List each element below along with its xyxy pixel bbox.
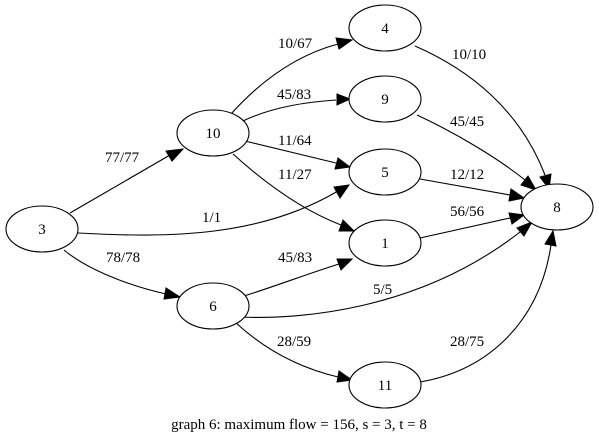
edge-1-8: 56/56 xyxy=(419,204,526,239)
node-1: 1 xyxy=(348,219,422,267)
edge-label-6-11: 28/59 xyxy=(277,334,311,350)
edge-label-1-8: 56/56 xyxy=(450,204,485,220)
edge-label-3-5: 1/1 xyxy=(202,210,221,226)
edge-label-11-8: 28/75 xyxy=(450,334,484,350)
node-label-6: 6 xyxy=(209,299,217,315)
edge-label-3-6: 78/78 xyxy=(106,250,140,266)
edge-label-5-8: 12/12 xyxy=(450,167,484,183)
edge-3-6: 78/78 xyxy=(63,249,182,300)
node-5: 5 xyxy=(348,148,422,196)
edge-label-6-8: 5/5 xyxy=(373,282,392,298)
edge-11-8: 28/75 xyxy=(419,229,557,383)
edge-10-4: 10/67 xyxy=(230,36,354,115)
node-label-9: 9 xyxy=(381,92,389,108)
edge-label-10-9: 45/83 xyxy=(277,87,311,103)
edge-10-9: 45/83 xyxy=(242,87,352,122)
node-label-4: 4 xyxy=(381,21,389,37)
edge-label-4-8: 10/10 xyxy=(452,47,486,63)
edge-label-10-4: 10/67 xyxy=(278,36,313,52)
edge-3-5: 1/1 xyxy=(77,184,351,236)
node-8: 8 xyxy=(520,183,594,231)
node-label-3: 3 xyxy=(38,222,46,238)
node-label-10: 10 xyxy=(206,126,221,142)
edge-6-8: 5/5 xyxy=(238,221,534,318)
node-3: 3 xyxy=(5,205,79,253)
edge-4-8: 10/10 xyxy=(414,45,552,191)
edge-label-10-1: 11/27 xyxy=(278,167,312,183)
node-label-8: 8 xyxy=(553,200,561,216)
graph-caption: graph 6: maximum flow = 156, s = 3, t = … xyxy=(171,417,427,433)
node-label-1: 1 xyxy=(381,236,389,252)
edge-label-6-1: 45/83 xyxy=(278,250,312,266)
node-label-5: 5 xyxy=(381,165,389,181)
node-label-11: 11 xyxy=(378,378,392,394)
edge-label-3-10: 77/77 xyxy=(105,150,140,166)
edge-label-10-5: 11/64 xyxy=(278,133,312,149)
edge-label-9-8: 45/45 xyxy=(450,114,484,130)
node-4: 4 xyxy=(348,4,422,52)
edge-3-10: 77/77 xyxy=(69,148,185,214)
edge-9-8: 45/45 xyxy=(416,114,538,191)
edge-5-8: 12/12 xyxy=(419,167,526,202)
edge-10-1: 11/27 xyxy=(232,153,356,232)
node-10: 10 xyxy=(176,109,250,157)
edge-10-5: 11/64 xyxy=(244,133,352,170)
node-6: 6 xyxy=(176,282,250,330)
edge-6-11: 28/59 xyxy=(234,321,354,383)
node-9: 9 xyxy=(348,75,422,123)
edge-6-1: 45/83 xyxy=(243,250,354,297)
node-11: 11 xyxy=(348,361,422,409)
